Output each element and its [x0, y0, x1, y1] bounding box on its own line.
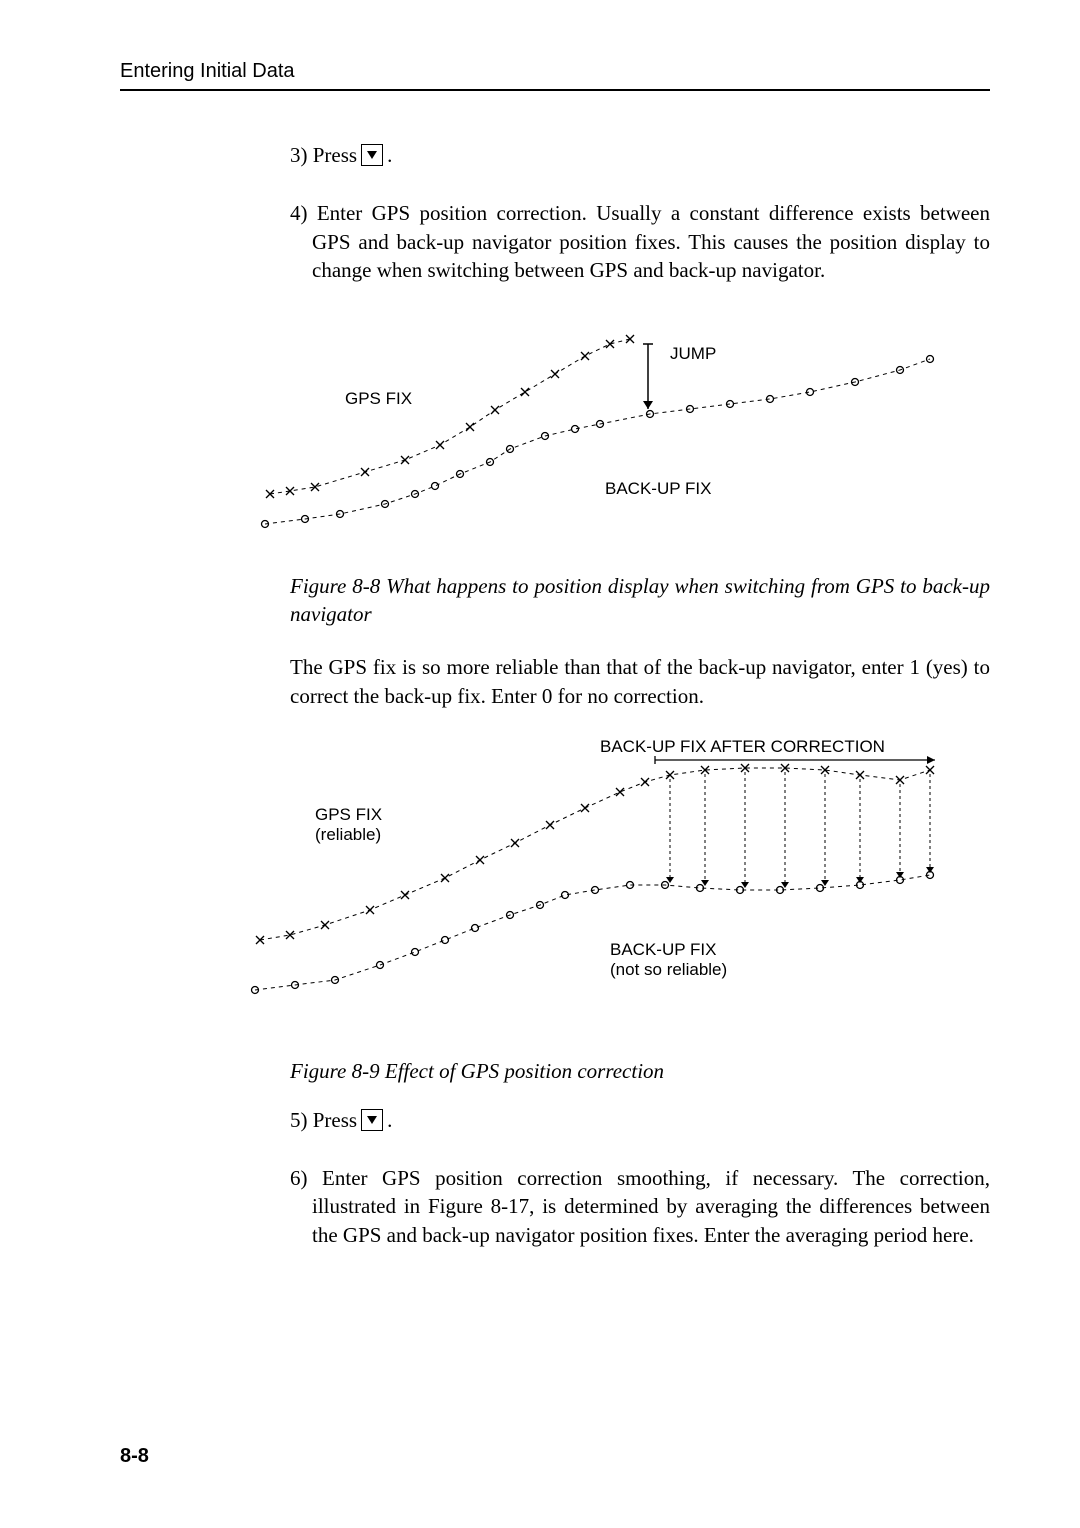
paragraph-correction: The GPS fix is so more reliable than tha…	[290, 653, 990, 710]
step-4: 4) Enter GPS position correction. Usuall…	[312, 199, 990, 284]
svg-text:(not so reliable): (not so reliable)	[610, 960, 727, 979]
main-content: 3) Press . 4) Enter GPS position correct…	[290, 141, 990, 1249]
step-6: 6) Enter GPS position correction smoothi…	[312, 1164, 990, 1249]
svg-text:JUMP: JUMP	[670, 344, 716, 363]
svg-text:GPS FIX: GPS FIX	[345, 389, 412, 408]
svg-text:BACK-UP FIX: BACK-UP FIX	[605, 479, 711, 498]
step-3: 3) Press .	[290, 141, 990, 169]
page-number: 8-8	[120, 1445, 149, 1468]
svg-text:BACK-UP FIX: BACK-UP FIX	[610, 940, 716, 959]
step5-suffix: .	[387, 1106, 392, 1134]
svg-text:BACK-UP FIX AFTER CORRECTIO: BACK-UP FIX AFTER CORRECTION	[600, 740, 885, 756]
step3-prefix: 3) Press	[290, 141, 357, 169]
step3-suffix: .	[387, 141, 392, 169]
figure-8-8-diagram: GPS FIX JUMP BACK-UP FIX	[250, 314, 990, 541]
figure-8-9-diagram: BACK-UP FIX AFTER CORRECTION GPS FIX(reli…	[250, 740, 990, 1027]
step-5: 5) Press .	[290, 1106, 990, 1134]
step5-prefix: 5) Press	[290, 1106, 357, 1134]
down-arrow-key-icon	[361, 144, 383, 166]
svg-text:(reliable): (reliable)	[315, 825, 381, 844]
down-arrow-key-icon	[361, 1109, 383, 1131]
figure-8-9-caption: Figure 8-9 Effect of GPS position correc…	[290, 1057, 990, 1085]
figure-8-8-caption: Figure 8-8 What happens to position disp…	[290, 572, 990, 629]
svg-text:GPS FIX: GPS FIX	[315, 805, 382, 824]
page-header: Entering Initial Data	[120, 60, 990, 91]
